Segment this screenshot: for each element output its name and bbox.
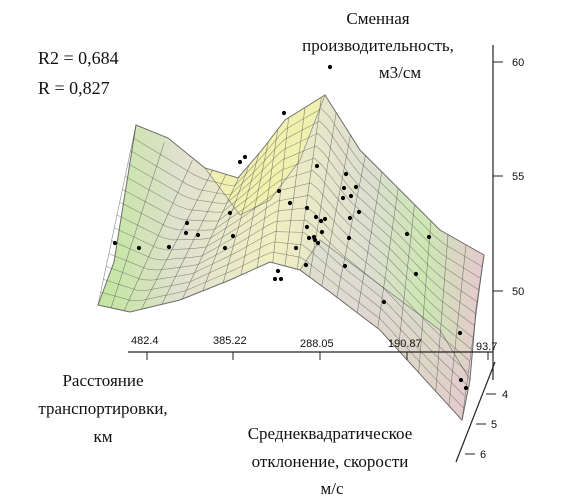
data-point: [404, 231, 410, 237]
data-point: [136, 245, 142, 251]
data-point: [275, 268, 281, 274]
data-point: [426, 234, 432, 240]
r-label: R = 0,827: [38, 78, 110, 98]
data-point: [237, 159, 243, 165]
data-point: [276, 188, 282, 194]
data-point: [463, 385, 469, 391]
data-point: [312, 237, 318, 243]
mesh-line: [124, 145, 478, 303]
x-title-line-3: км: [93, 427, 112, 446]
surface-mesh: [97, 97, 485, 421]
z-title-line-3: м3/см: [379, 63, 422, 82]
axes: [128, 45, 503, 463]
response-surface: [97, 94, 485, 422]
z-tick-label-60: 60: [512, 57, 524, 69]
mesh-line: [108, 219, 469, 374]
data-point: [457, 330, 463, 336]
x-title-line-2: транспортировки,: [38, 399, 167, 418]
data-point: [353, 184, 359, 190]
data-point: [348, 193, 354, 199]
y-tick-label-5: 5: [491, 419, 497, 431]
data-point: [347, 215, 353, 221]
data-point: [346, 235, 352, 241]
data-point: [183, 230, 189, 236]
x-axis-title: Расстояние транспортировки, км: [38, 371, 167, 446]
x-tick-label-5: 93.7: [476, 341, 497, 353]
z-tick-label-55: 55: [512, 171, 524, 183]
data-point: [322, 216, 328, 222]
r2-label: R2 = 0,684: [38, 48, 119, 68]
data-point: [303, 262, 309, 268]
data-point: [313, 214, 319, 220]
data-point: [166, 244, 172, 250]
x-tick-label-2: 385.22: [213, 335, 247, 347]
data-points: [112, 64, 469, 391]
data-point: [381, 299, 387, 305]
data-point: [315, 240, 321, 246]
mesh-line: [105, 231, 467, 385]
data-point: [272, 276, 278, 282]
x-tick-label-4: 190.87: [388, 338, 422, 350]
data-point: [184, 220, 190, 226]
surface-front-fold: [299, 239, 471, 421]
mesh-line: [103, 241, 466, 397]
data-point: [306, 235, 312, 241]
mesh-line: [130, 120, 482, 279]
data-point: [195, 232, 201, 238]
mesh-line: [133, 108, 483, 268]
y-axis-title: Среднеквадратическое отклонение, скорост…: [248, 424, 413, 498]
data-point: [319, 229, 325, 235]
tick-labels: 60 55 50 482.4 385.22 288.05 190.87 93.7…: [131, 57, 524, 461]
x-tick-label-1: 482.4: [131, 335, 159, 347]
data-point: [304, 224, 310, 230]
data-point: [112, 240, 118, 246]
mesh-line: [119, 170, 475, 326]
data-point: [340, 195, 346, 201]
data-point: [343, 171, 349, 177]
z-tick-label-50: 50: [512, 286, 524, 298]
data-point: [304, 205, 310, 211]
y-tick-label-4: 4: [502, 389, 508, 401]
data-point: [242, 154, 248, 160]
data-point: [341, 185, 347, 191]
mesh-line: [122, 157, 477, 315]
data-point: [314, 163, 320, 169]
z-axis-title: Сменная производительность, м3/см: [302, 9, 454, 82]
data-point: [227, 210, 233, 216]
data-point: [318, 218, 324, 224]
y-title-line-1: Среднеквадратическое: [248, 424, 413, 443]
stats-box: R2 = 0,684 R = 0,827: [38, 48, 119, 98]
y-title-line-3: м/с: [320, 479, 343, 498]
y-tick-label-6: 6: [480, 449, 486, 461]
x-tick-label-3: 288.05: [300, 338, 334, 350]
mesh-line: [127, 133, 480, 291]
data-point: [356, 209, 362, 215]
data-point: [281, 110, 287, 116]
mesh-line: [114, 194, 472, 350]
y-title-line-2: отклонение, скорости: [252, 452, 409, 471]
x-title-line-1: Расстояние: [62, 371, 143, 390]
z-title-line-1: Сменная: [346, 9, 409, 28]
mesh-line: [116, 182, 474, 338]
data-point: [458, 377, 464, 383]
data-point: [230, 233, 236, 239]
data-point: [278, 276, 284, 282]
data-point: [413, 271, 419, 277]
data-point: [293, 245, 299, 251]
data-point: [327, 64, 333, 70]
z-title-line-2: производительность,: [302, 36, 454, 55]
mesh-line: [111, 207, 471, 362]
data-point: [222, 245, 228, 251]
mesh-line: [100, 251, 464, 409]
y-axis-line: [455, 361, 496, 463]
data-point: [342, 263, 348, 269]
data-point: [287, 200, 293, 206]
